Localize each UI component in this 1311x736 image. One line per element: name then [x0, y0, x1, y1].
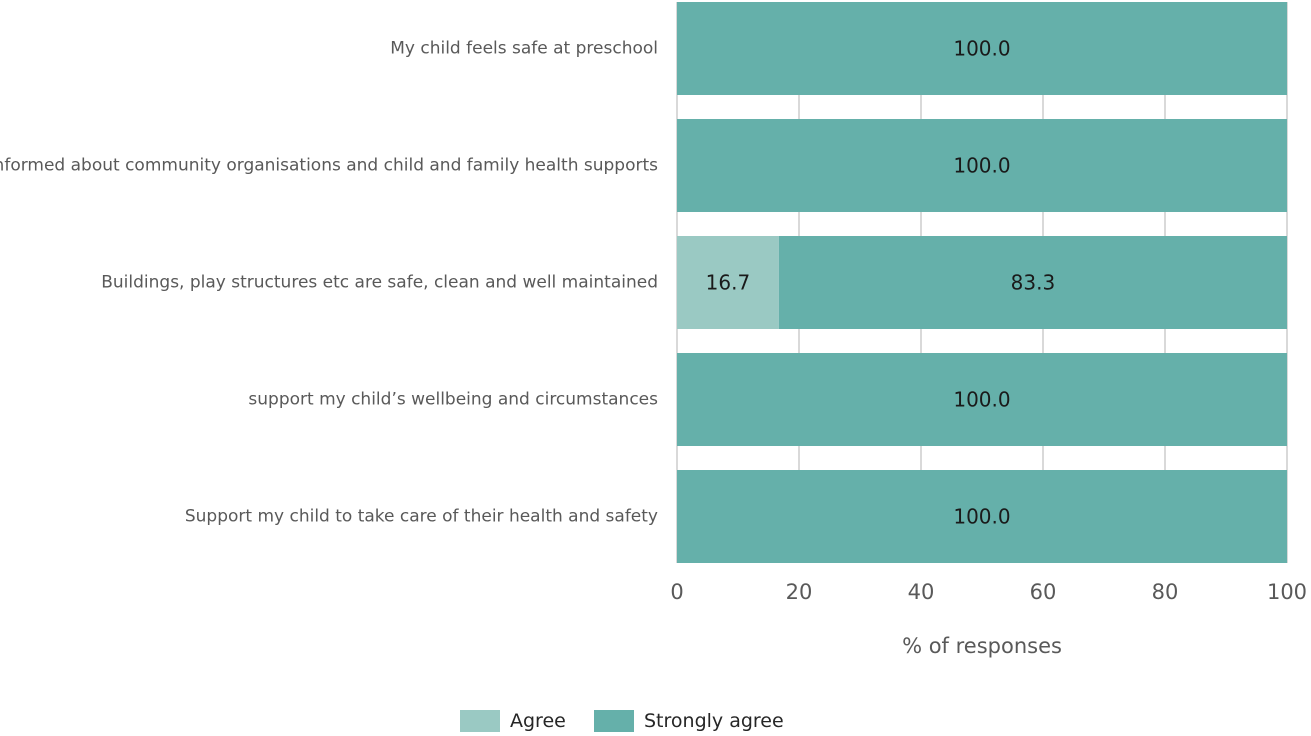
- data-label: 83.3: [1011, 271, 1056, 295]
- category-label: My child feels safe at preschool: [390, 39, 658, 59]
- legend-swatch: [460, 710, 500, 732]
- data-label: 100.0: [953, 505, 1010, 529]
- legend-label: Agree: [510, 710, 566, 732]
- x-tick-label: 80: [1152, 580, 1179, 604]
- x-tick-label: 60: [1030, 580, 1057, 604]
- x-tick-label: 100: [1267, 580, 1307, 604]
- bar-segment-strongly-agree: [778, 236, 1287, 329]
- x-tick-label: 0: [670, 580, 683, 604]
- category-label: Support my child to take care of their h…: [185, 507, 658, 527]
- category-labels: My child feels safe at preschool Informed…: [0, 39, 658, 527]
- category-label: support my child’s wellbeing and circums…: [248, 390, 658, 410]
- x-tick-label: 40: [908, 580, 935, 604]
- bar-segment-strongly-agree: [677, 2, 1287, 95]
- data-label: 16.7: [706, 271, 751, 295]
- bar-segment-agree: [677, 236, 779, 329]
- category-label: Buildings, play structures etc are safe,…: [101, 273, 658, 293]
- x-axis-title: % of responses: [902, 634, 1062, 658]
- x-axis-ticks: 0 20 40 60 80 100: [670, 580, 1307, 604]
- bar-segment-strongly-agree: [677, 353, 1287, 446]
- data-label: 100.0: [953, 388, 1010, 412]
- data-label: 100.0: [953, 37, 1010, 61]
- bar-segment-strongly-agree: [677, 119, 1287, 212]
- bar-segment-strongly-agree: [677, 470, 1287, 563]
- bars: [677, 2, 1287, 563]
- data-labels: 100.0 100.0 16.7 83.3 100.0 100.0: [706, 37, 1056, 529]
- legend-swatch: [594, 710, 634, 732]
- x-tick-label: 20: [786, 580, 813, 604]
- category-label: Informed about community organisations a…: [0, 156, 658, 176]
- legend: Agree Strongly agree: [460, 710, 784, 732]
- legend-label: Strongly agree: [644, 710, 784, 732]
- data-label: 100.0: [953, 154, 1010, 178]
